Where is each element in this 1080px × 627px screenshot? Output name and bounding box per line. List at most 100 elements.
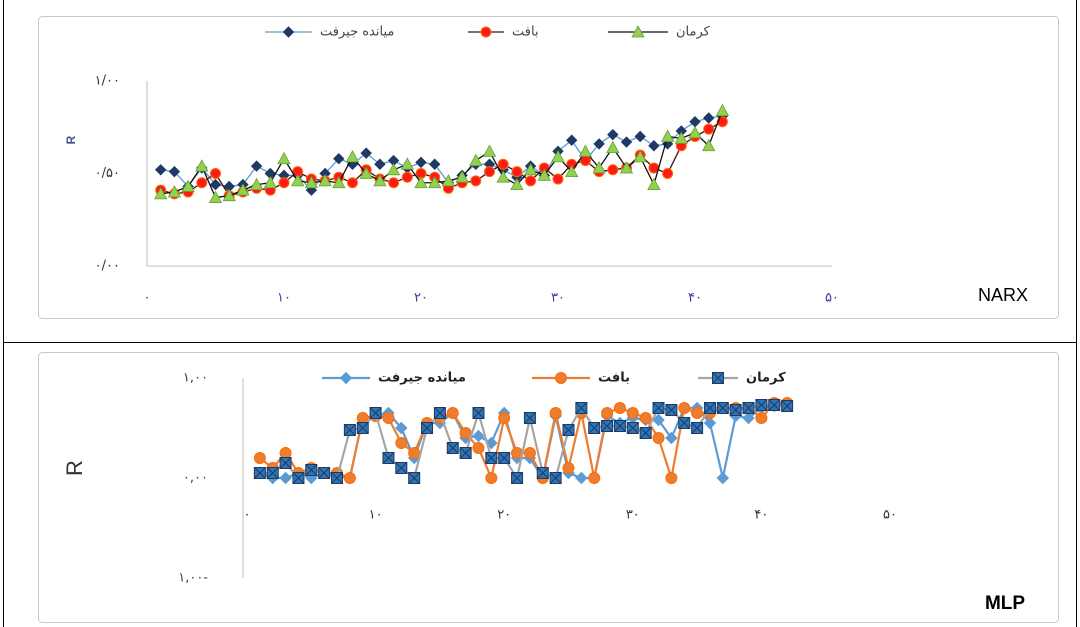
marker-cross bbox=[408, 472, 421, 484]
marker bbox=[702, 112, 715, 124]
marker bbox=[266, 467, 279, 479]
marker-cross bbox=[356, 422, 369, 434]
marker-cross bbox=[254, 467, 266, 479]
marker bbox=[343, 472, 356, 484]
x-tick-label: ۰ bbox=[244, 508, 251, 523]
marker-cross bbox=[549, 472, 562, 484]
marker bbox=[578, 144, 593, 157]
marker bbox=[472, 442, 485, 454]
marker bbox=[691, 407, 704, 419]
marker bbox=[691, 422, 704, 434]
marker bbox=[619, 161, 634, 174]
marker bbox=[305, 464, 318, 476]
marker bbox=[613, 420, 626, 432]
marker bbox=[652, 402, 665, 414]
marker-cross bbox=[626, 422, 639, 434]
marker bbox=[446, 442, 459, 454]
x-tick-label: ۳۰ bbox=[626, 508, 640, 523]
y-tick-label: ۰/۰۰ bbox=[95, 259, 120, 274]
marker bbox=[414, 175, 428, 189]
marker bbox=[277, 151, 291, 165]
legend-label: بافت bbox=[598, 371, 630, 386]
marker-cross bbox=[755, 399, 768, 411]
marker bbox=[400, 157, 414, 170]
marker bbox=[210, 168, 221, 179]
marker bbox=[382, 452, 395, 464]
marker bbox=[575, 471, 588, 485]
marker bbox=[562, 424, 575, 436]
marker bbox=[633, 150, 647, 163]
marker bbox=[253, 452, 266, 464]
marker bbox=[253, 467, 266, 479]
marker bbox=[401, 171, 413, 183]
marker-cross bbox=[652, 402, 665, 414]
marker-cross bbox=[678, 417, 691, 429]
marker-cross bbox=[781, 400, 793, 412]
marker bbox=[555, 372, 567, 384]
marker-cross bbox=[472, 407, 485, 419]
y-tick-label: ۱,۰۰- bbox=[178, 571, 208, 586]
marker bbox=[331, 472, 344, 484]
marker bbox=[304, 175, 319, 189]
marker-cross bbox=[729, 404, 742, 416]
marker bbox=[601, 407, 614, 419]
x-tick-label: ۰ bbox=[144, 291, 151, 306]
marker bbox=[562, 462, 575, 474]
marker-cross bbox=[768, 399, 781, 411]
marker bbox=[382, 412, 395, 424]
chart-frame bbox=[38, 16, 1059, 319]
marker-cross bbox=[536, 467, 549, 479]
marker bbox=[689, 115, 701, 128]
legend-label: بافت bbox=[512, 25, 539, 40]
marker bbox=[536, 467, 549, 479]
marker bbox=[472, 429, 485, 443]
marker bbox=[639, 427, 652, 439]
marker bbox=[318, 174, 332, 187]
x-tick-label: ۴۰ bbox=[688, 291, 702, 306]
marker bbox=[523, 412, 536, 424]
marker bbox=[662, 168, 674, 179]
marker-cross bbox=[421, 422, 433, 434]
marker bbox=[279, 457, 292, 469]
marker bbox=[565, 164, 579, 178]
marker-cross bbox=[331, 472, 343, 484]
marker-cross bbox=[691, 422, 703, 434]
x-tick-label: ۲۰ bbox=[497, 508, 511, 523]
marker bbox=[626, 407, 639, 419]
marker bbox=[222, 188, 236, 202]
marker bbox=[678, 417, 691, 429]
marker bbox=[395, 462, 408, 474]
marker-cross bbox=[639, 427, 652, 439]
marker bbox=[343, 424, 356, 436]
marker bbox=[359, 166, 373, 179]
y-tick-label: ۱/۰۰ bbox=[95, 74, 120, 89]
marker bbox=[552, 173, 564, 185]
marker-cross bbox=[511, 472, 523, 484]
marker-cross bbox=[716, 402, 729, 414]
marker bbox=[588, 472, 601, 484]
marker bbox=[588, 422, 601, 434]
marker bbox=[537, 168, 551, 181]
marker bbox=[249, 177, 264, 190]
chart-name: MLP bbox=[985, 593, 1025, 614]
marker-cross bbox=[712, 372, 724, 384]
marker bbox=[702, 138, 716, 152]
marker bbox=[712, 372, 724, 384]
marker bbox=[498, 412, 511, 424]
marker bbox=[523, 162, 538, 176]
marker bbox=[408, 472, 421, 484]
marker bbox=[523, 447, 536, 459]
marker bbox=[647, 177, 661, 190]
marker bbox=[282, 26, 295, 38]
marker bbox=[154, 164, 167, 176]
marker bbox=[428, 158, 441, 170]
marker bbox=[421, 422, 434, 434]
marker bbox=[511, 472, 524, 484]
marker bbox=[291, 174, 305, 187]
marker-cross bbox=[395, 462, 408, 474]
x-tick-label: ۱۰ bbox=[277, 291, 291, 306]
marker bbox=[716, 471, 730, 485]
marker bbox=[742, 402, 755, 414]
marker bbox=[428, 175, 442, 189]
